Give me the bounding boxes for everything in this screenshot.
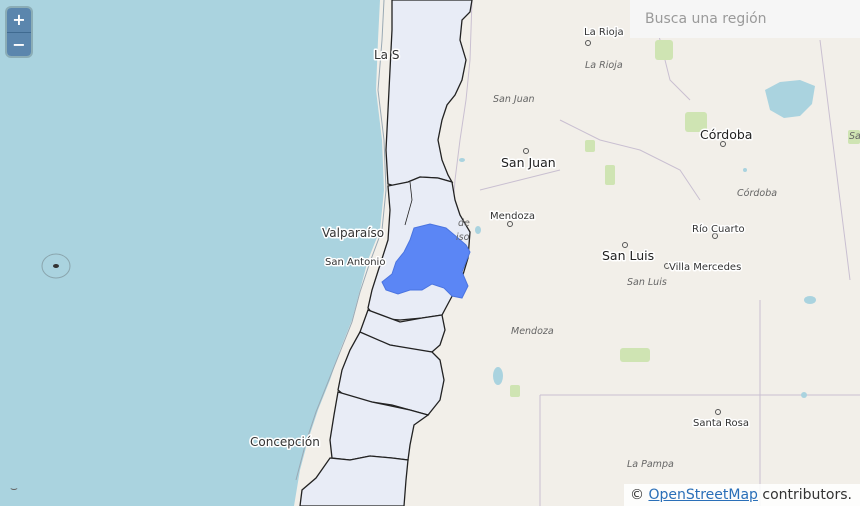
island-outline bbox=[41, 253, 71, 279]
label-san-juan-province: San Juan bbox=[493, 94, 535, 105]
scale-glyph-icon: ⌣ bbox=[10, 481, 18, 495]
region-border-detail bbox=[404, 181, 413, 226]
label-mendoza-province: Mendoza bbox=[511, 326, 554, 337]
label-san-luis-city: San Luis bbox=[602, 248, 654, 263]
label-la-rioja-province: La Rioja bbox=[585, 60, 623, 71]
zoom-in-button[interactable]: + bbox=[7, 8, 31, 32]
label-valparaiso: Valparaíso bbox=[322, 226, 384, 240]
zoom-control: + − bbox=[7, 8, 31, 56]
label-mendoza-city: Mendoza bbox=[490, 211, 535, 222]
label-la-serena: La S bbox=[374, 48, 399, 62]
openstreetmap-link[interactable]: OpenStreetMap bbox=[648, 487, 758, 503]
label-cordoba-province: Córdoba bbox=[737, 188, 777, 199]
label-la-pampa: La Pampa bbox=[627, 459, 674, 470]
label-rio-cuarto: Río Cuarto bbox=[692, 223, 745, 235]
attribution-suffix: contributors. bbox=[757, 487, 852, 503]
label-la-rioja-city: La Rioja bbox=[584, 27, 624, 38]
label-villa-mercedes: Villa Mercedes bbox=[669, 262, 741, 273]
label-cordoba-city: Córdoba bbox=[700, 127, 752, 142]
island bbox=[53, 264, 59, 268]
parks bbox=[510, 40, 860, 397]
region-search-input[interactable] bbox=[630, 0, 860, 38]
label-san-juan-city: San Juan bbox=[501, 155, 556, 170]
attribution-prefix: © bbox=[630, 487, 649, 503]
city-markers bbox=[507, 40, 726, 415]
label-fragment-de: de bbox=[458, 218, 470, 229]
zoom-out-button[interactable]: − bbox=[7, 32, 31, 56]
label-fragment-sa: Sa bbox=[849, 131, 860, 142]
coastline bbox=[295, 0, 387, 481]
map-attribution: © OpenStreetMap contributors. bbox=[624, 484, 860, 506]
pacific-ocean bbox=[0, 0, 384, 506]
label-santa-rosa: Santa Rosa bbox=[693, 418, 749, 429]
lake-mar-chiquita bbox=[765, 80, 815, 118]
highlighted-region[interactable] bbox=[381, 223, 471, 299]
label-concepcion: Concepción bbox=[250, 435, 320, 449]
region-search bbox=[630, 0, 860, 38]
label-fragment-iso: iso bbox=[456, 232, 470, 243]
label-san-luis-province: San Luis bbox=[627, 277, 667, 288]
small-lakes bbox=[459, 158, 816, 398]
label-san-antonio: San Antonio bbox=[325, 257, 385, 268]
